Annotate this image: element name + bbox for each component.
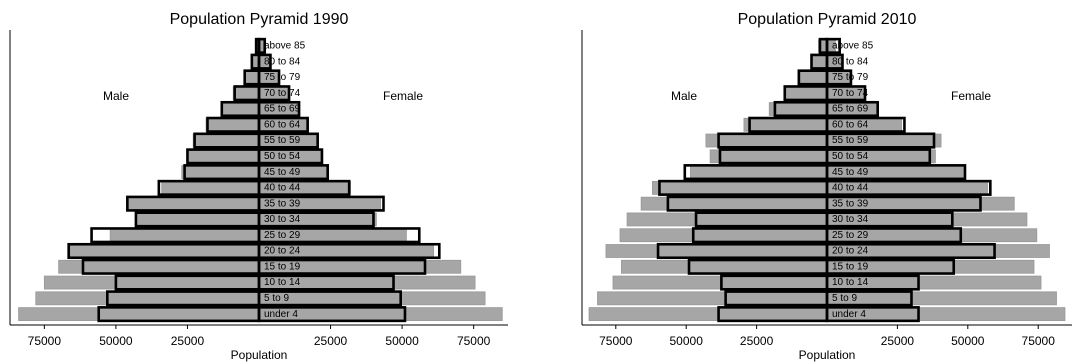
category-label: 30 to 34 [264,214,301,225]
category-label: 55 to 59 [264,135,301,146]
x-tick-label: 50000 [385,334,419,348]
chart-title: Population Pyramid 1990 [170,11,349,28]
bar [221,102,260,116]
chart-title: Population Pyramid 2010 [738,11,917,28]
bar [58,259,260,274]
category-label: 55 to 59 [832,135,869,146]
bar [799,70,828,85]
panel: Population Pyramid 2010 under 4 5 to 9 10 t… [581,11,1072,362]
annotation: Male [671,89,697,103]
panel: Population Pyramid 1990 under 4 5 to 9 10 t… [9,11,508,362]
bar [626,212,828,227]
category-label: 80 to 84 [832,56,869,67]
bar [126,196,260,211]
bar [768,102,828,116]
category-label: 25 to 29 [832,230,869,241]
bar [588,307,828,322]
category-label: 20 to 24 [264,246,301,257]
bar [135,212,260,227]
category-label: 50 to 54 [264,151,301,162]
category-label: 15 to 19 [832,261,869,272]
category-label: 10 to 14 [832,277,869,288]
category-label: 60 to 64 [832,119,869,130]
bar [232,86,260,101]
category-label: 5 to 9 [832,293,857,304]
category-label: 70 to 74 [264,88,301,99]
bar [709,149,828,164]
x-tick-label: 75000 [28,334,62,348]
category-label: 65 to 69 [264,104,301,115]
bar [597,291,828,306]
bar [161,180,260,195]
bar [605,244,828,258]
category-label: 40 to 44 [264,183,301,194]
category-label: 20 to 24 [832,246,869,257]
x-axis-label: Population [799,348,856,362]
x-tick-label: 75000 [1022,334,1056,348]
category-label: 25 to 29 [264,230,301,241]
category-label: above 85 [832,41,874,52]
category-label: 75 to 79 [264,72,301,83]
annotation: Female [383,89,423,103]
category-label: above 85 [264,41,306,52]
bar [743,117,828,132]
x-tick-label: 75000 [457,334,491,348]
bar [18,307,260,322]
category-label: 65 to 69 [832,104,869,115]
bar [35,291,260,306]
x-tick-label: 25000 [881,334,915,348]
category-label: 10 to 14 [264,277,301,288]
bar [181,165,260,180]
category-label: 70 to 74 [832,88,869,99]
category-label: 40 to 44 [832,183,869,194]
category-label: 35 to 39 [832,198,869,209]
category-label: 30 to 34 [832,214,869,225]
x-tick-label: 50000 [99,334,133,348]
x-tick-label: 75000 [599,334,633,348]
x-tick-label: 25000 [314,334,348,348]
bar [784,86,828,101]
bar [244,70,260,85]
bar [612,275,828,290]
bar [187,149,260,164]
x-tick-label: 50000 [951,334,985,348]
category-label: 45 to 49 [264,167,301,178]
bar [690,165,828,180]
x-tick-label: 25000 [171,334,205,348]
category-label: 5 to 9 [264,293,289,304]
bar [826,291,1057,306]
category-label: 75 to 79 [832,72,869,83]
category-label: 80 to 84 [264,56,301,67]
category-label: 50 to 54 [832,151,869,162]
bar [69,244,260,258]
bar [811,54,828,69]
category-label: under 4 [832,309,866,320]
category-label: 15 to 19 [264,261,301,272]
annotation: Male [103,89,129,103]
category-label: 45 to 49 [832,167,869,178]
category-label: under 4 [264,309,298,320]
x-tick-label: 50000 [670,334,704,348]
bar [619,228,828,243]
category-label: 60 to 64 [264,119,301,130]
bar [705,133,828,148]
bar [109,228,260,243]
x-axis-label: Population [231,348,288,362]
bar [192,133,260,148]
bar [205,117,260,132]
bar [621,259,828,274]
x-tick-label: 25000 [740,334,774,348]
bar [652,180,828,195]
annotation: Female [951,89,991,103]
bar [258,291,486,306]
category-label: 35 to 39 [264,198,301,209]
bar [43,275,260,290]
